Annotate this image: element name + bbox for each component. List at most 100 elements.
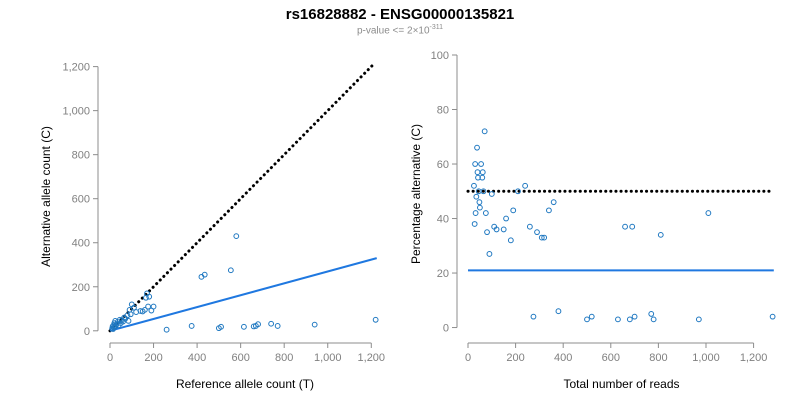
chart-subtitle: p-value <= 2×10-311	[0, 24, 800, 36]
y-tick-label: 800	[72, 150, 90, 162]
y-axis-label: Alternative allele count (C)	[39, 126, 53, 267]
data-point	[631, 313, 638, 320]
data-point	[163, 326, 170, 333]
data-point	[472, 161, 479, 167]
data-point	[584, 316, 590, 323]
data-point	[507, 237, 514, 244]
x-tick-label: 200	[144, 352, 162, 364]
data-point	[474, 169, 481, 176]
x-tick-label: 800	[275, 352, 293, 364]
data-point	[188, 323, 195, 329]
data-point	[250, 323, 257, 330]
subtitle-base: 10	[418, 25, 430, 37]
data-point	[227, 267, 234, 274]
data-point	[622, 223, 628, 230]
data-point	[695, 316, 702, 323]
data-point	[311, 321, 318, 328]
data-point	[481, 128, 488, 135]
data-point	[705, 210, 712, 216]
data-point	[478, 161, 484, 167]
data-point	[657, 231, 664, 238]
data-point	[274, 323, 281, 329]
data-point	[479, 169, 486, 176]
data-point	[484, 229, 490, 236]
fit-line	[109, 257, 377, 332]
data-point	[479, 174, 486, 181]
data-point	[201, 271, 208, 278]
y-tick-label: 600	[72, 194, 90, 206]
x-tick-label: 400	[554, 352, 572, 364]
data-point	[125, 317, 132, 324]
y-tick-label: 20	[437, 268, 449, 280]
subtitle-times: ×	[412, 25, 419, 37]
data-point	[473, 193, 480, 200]
data-point	[538, 234, 545, 241]
data-point	[648, 311, 655, 317]
x-tick-label: 0	[465, 352, 471, 364]
x-tick-label: 1,000	[314, 352, 342, 364]
data-point	[555, 308, 562, 315]
y-tick-label: 0	[84, 326, 90, 338]
data-point	[546, 207, 552, 214]
page-title: rs16828882 - ENSG00000135821	[285, 6, 515, 23]
data-point	[233, 233, 240, 240]
data-point	[615, 316, 621, 323]
data-point	[515, 188, 521, 195]
x-tick-label: 400	[188, 352, 206, 364]
data-point	[493, 226, 500, 233]
data-point	[475, 174, 481, 181]
x-tick-label: 1,200	[740, 352, 768, 364]
data-point	[471, 221, 478, 227]
data-point	[476, 204, 483, 211]
data-point	[626, 316, 633, 323]
y-tick-label: 40	[437, 214, 449, 226]
y-tick-label: 80	[437, 105, 449, 117]
subtitle-prefix: p-value <= 2	[356, 25, 413, 37]
data-point	[650, 316, 657, 323]
data-point	[526, 223, 533, 230]
x-tick-label: 800	[649, 352, 667, 364]
data-point	[141, 306, 148, 313]
x-tick-label: 200	[506, 352, 524, 364]
data-point	[769, 313, 776, 320]
data-point	[255, 321, 261, 328]
y-tick-label: 200	[72, 282, 90, 294]
y-tick-label: 0	[443, 323, 449, 335]
data-point	[472, 210, 479, 216]
data-point	[150, 303, 157, 310]
left-chart: 0 200 400 600 800 1,000 1,200 Reference allele …	[39, 62, 385, 391]
y-axis-label: Percentage alternative (C)	[409, 124, 423, 264]
data-point	[474, 144, 480, 151]
data-point	[372, 316, 379, 323]
y-tick-label: 400	[72, 238, 90, 250]
data-point	[588, 313, 595, 320]
data-point	[476, 199, 483, 206]
x-tick-label: 1,200	[358, 352, 386, 364]
data-point	[116, 316, 123, 323]
data-point	[530, 313, 537, 320]
data-point	[522, 182, 529, 189]
data-point	[471, 182, 477, 189]
data-point	[146, 293, 153, 300]
data-point	[268, 320, 275, 327]
data-point	[486, 251, 493, 257]
x-tick-label: 600	[231, 352, 249, 364]
x-tick-label: 600	[602, 352, 620, 364]
data-point	[482, 210, 489, 216]
data-point	[541, 234, 548, 241]
y-tick-label: 1,200	[62, 62, 90, 74]
y-tick-label: 60	[437, 159, 449, 171]
data-point	[500, 226, 507, 233]
data-point	[127, 311, 134, 318]
reference-line	[108, 61, 377, 333]
data-point	[241, 323, 247, 330]
data-point	[629, 223, 636, 230]
y-tick-label: 100	[431, 50, 449, 62]
subtitle-exponent: -311	[429, 24, 444, 31]
data-point	[488, 191, 495, 197]
data-point	[124, 312, 131, 319]
x-tick-label: 0	[107, 352, 113, 364]
data-point	[550, 199, 557, 206]
